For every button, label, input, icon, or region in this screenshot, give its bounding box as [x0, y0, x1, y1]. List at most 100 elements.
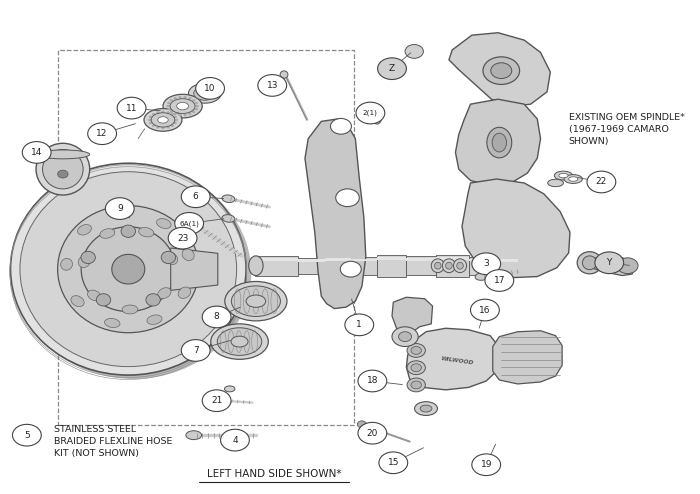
Text: 6A(1): 6A(1) [179, 220, 199, 227]
Ellipse shape [225, 386, 235, 392]
Text: 14: 14 [31, 148, 43, 157]
Ellipse shape [218, 398, 228, 404]
Ellipse shape [414, 402, 438, 415]
Ellipse shape [280, 71, 288, 78]
Ellipse shape [487, 127, 512, 158]
Text: 19: 19 [480, 460, 492, 469]
Ellipse shape [442, 259, 456, 273]
Ellipse shape [97, 294, 111, 306]
Ellipse shape [122, 305, 138, 314]
Ellipse shape [166, 253, 178, 265]
Text: Y: Y [606, 258, 612, 267]
Circle shape [377, 58, 407, 80]
Ellipse shape [161, 111, 164, 114]
Circle shape [117, 97, 146, 119]
Polygon shape [493, 331, 562, 384]
Bar [436, 257, 468, 260]
Ellipse shape [564, 174, 582, 183]
Ellipse shape [71, 295, 84, 307]
Text: WILWOOD: WILWOOD [440, 357, 474, 366]
Text: 18: 18 [367, 376, 378, 385]
Bar [351, 259, 377, 261]
Ellipse shape [121, 225, 136, 238]
Ellipse shape [112, 254, 145, 284]
Polygon shape [462, 179, 570, 278]
Text: 21: 21 [211, 396, 223, 405]
Ellipse shape [582, 256, 597, 270]
Ellipse shape [78, 256, 90, 268]
Bar [325, 256, 351, 276]
Circle shape [336, 189, 359, 206]
Circle shape [181, 186, 210, 207]
Text: 8: 8 [214, 312, 220, 322]
Circle shape [358, 370, 387, 392]
Ellipse shape [407, 378, 426, 392]
Ellipse shape [100, 229, 115, 238]
Text: 22: 22 [596, 177, 607, 186]
Text: 10: 10 [204, 84, 216, 93]
Ellipse shape [158, 288, 171, 298]
Circle shape [491, 63, 512, 79]
Bar [325, 258, 351, 261]
Circle shape [13, 424, 41, 446]
Text: 2(1): 2(1) [363, 110, 378, 116]
Bar [495, 258, 517, 274]
Ellipse shape [454, 259, 467, 273]
Ellipse shape [146, 294, 160, 306]
Text: 16: 16 [480, 306, 491, 315]
Text: 11: 11 [126, 104, 137, 113]
Text: STAINLESS STEEL
BRAIDED FLEXLINE HOSE
KIT (NOT SHOWN): STAINLESS STEEL BRAIDED FLEXLINE HOSE KI… [55, 425, 173, 458]
Ellipse shape [149, 122, 153, 124]
Ellipse shape [81, 251, 95, 264]
Ellipse shape [217, 328, 262, 355]
Circle shape [483, 57, 519, 84]
Text: Z: Z [389, 64, 395, 73]
Ellipse shape [183, 114, 187, 116]
Ellipse shape [174, 112, 177, 115]
Ellipse shape [578, 251, 602, 274]
Ellipse shape [139, 228, 154, 237]
Ellipse shape [10, 163, 246, 375]
Ellipse shape [88, 290, 101, 301]
Bar [495, 259, 517, 262]
Ellipse shape [15, 167, 251, 379]
Text: EXISTING OEM SPINDLE*
(1967-1969 CAMARO
SHOWN): EXISTING OEM SPINDLE* (1967-1969 CAMARO … [568, 113, 685, 146]
Ellipse shape [36, 143, 90, 195]
Ellipse shape [194, 102, 198, 104]
Ellipse shape [411, 381, 421, 389]
Bar [377, 257, 407, 260]
Ellipse shape [104, 319, 120, 328]
Ellipse shape [231, 336, 248, 347]
Ellipse shape [547, 179, 564, 187]
Text: 7: 7 [193, 346, 199, 355]
Bar [407, 256, 436, 275]
Ellipse shape [152, 113, 155, 116]
Ellipse shape [420, 405, 432, 412]
Ellipse shape [211, 324, 268, 359]
Ellipse shape [158, 117, 168, 123]
Ellipse shape [411, 346, 421, 354]
Ellipse shape [178, 114, 182, 116]
Ellipse shape [194, 86, 216, 100]
Circle shape [57, 170, 68, 178]
Ellipse shape [170, 113, 174, 116]
Ellipse shape [361, 106, 376, 114]
Ellipse shape [372, 112, 382, 124]
Ellipse shape [169, 99, 174, 102]
Ellipse shape [446, 262, 452, 269]
Ellipse shape [178, 96, 182, 99]
Ellipse shape [61, 258, 73, 270]
Bar [468, 259, 495, 261]
Circle shape [22, 142, 51, 163]
Circle shape [175, 212, 204, 234]
Polygon shape [171, 248, 218, 290]
Ellipse shape [36, 150, 90, 159]
Circle shape [168, 227, 197, 249]
Ellipse shape [167, 102, 171, 104]
Ellipse shape [144, 109, 182, 131]
Ellipse shape [173, 116, 177, 118]
Circle shape [220, 429, 249, 451]
Polygon shape [449, 33, 550, 107]
Circle shape [340, 261, 361, 277]
Text: 15: 15 [388, 458, 399, 467]
